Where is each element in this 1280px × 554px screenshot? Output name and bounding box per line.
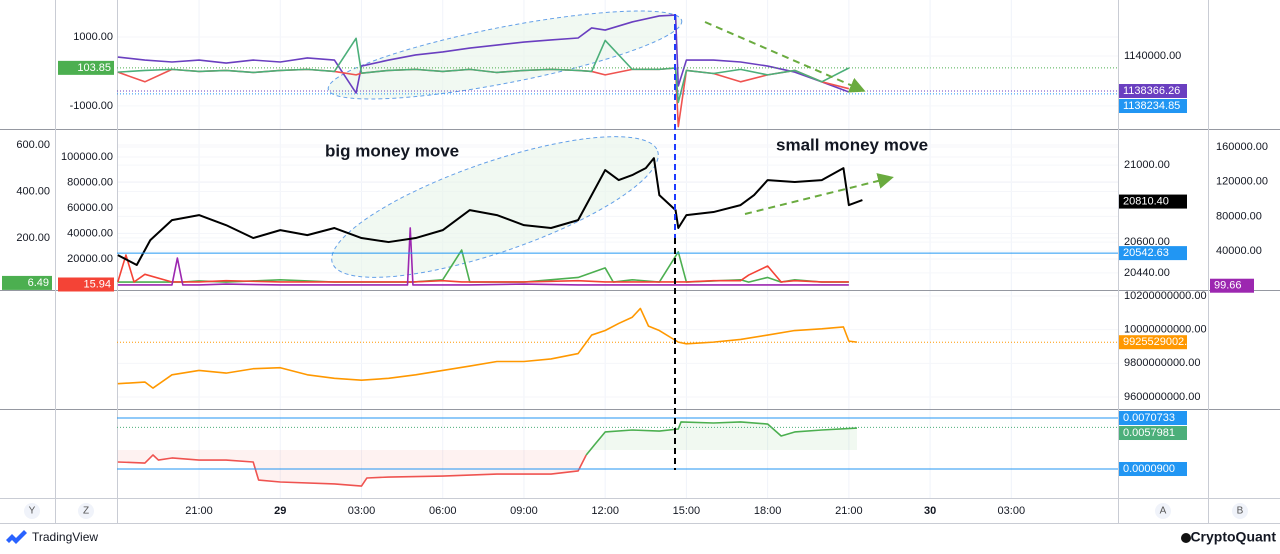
- footer-left: TradingView: [32, 530, 98, 544]
- x-tick-label: 21:00: [835, 505, 863, 517]
- x-tick-label: 15:00: [673, 505, 701, 517]
- y-tick-label: 600.00: [16, 139, 50, 151]
- price-badge-label: 6.49: [28, 277, 49, 289]
- price-badge-label: 1138366.26: [1123, 85, 1180, 97]
- series-line: [117, 157, 863, 266]
- x-tick-label: 09:00: [510, 505, 538, 517]
- trend-arrow: [704, 21, 866, 93]
- y-tick-label: 21000.00: [1124, 159, 1170, 171]
- price-badge-label: 20542.63: [1123, 247, 1169, 259]
- cryptoquant-logo: [1181, 533, 1191, 543]
- y-tick-label: 40000.00: [67, 227, 113, 239]
- series-line: [117, 37, 850, 104]
- price-badge: [1119, 426, 1187, 441]
- scale-button-label: Z: [83, 506, 89, 517]
- price-badge: [1119, 194, 1187, 209]
- footer-right: CryptoQuant: [1190, 529, 1276, 545]
- price-badge: [1119, 84, 1187, 99]
- price-badge-label: 15.94: [83, 278, 111, 290]
- highlight-ellipse: [331, 136, 659, 278]
- price-badge-label: 103.85: [77, 62, 111, 74]
- price-badge-label: 0.0000900: [1123, 463, 1175, 475]
- y-tick-label: 80000.00: [67, 176, 113, 188]
- annotation: small money move: [776, 135, 928, 154]
- y-tick-label: 20600.00: [1124, 236, 1170, 248]
- trend-arrow: [744, 173, 894, 215]
- x-tick-label: 03:00: [998, 505, 1026, 517]
- y-tick-label: -1000.00: [70, 100, 113, 112]
- series-area: [586, 421, 857, 455]
- scale-button[interactable]: [78, 503, 94, 519]
- y-tick-label: 10200000000.00: [1124, 290, 1207, 302]
- price-badge: [1119, 335, 1187, 350]
- x-tick-label: 29: [274, 505, 286, 517]
- price-badge: [58, 60, 114, 75]
- x-tick-label: 12:00: [591, 505, 619, 517]
- y-tick-label: 120000.00: [1216, 176, 1268, 188]
- y-tick-label: 20440.00: [1124, 267, 1170, 279]
- overlay: 103.85 1138366.26 1138234.85 6.49 15.94 20810…: [2, 60, 1254, 477]
- series-area: [117, 450, 587, 487]
- tradingview-logo: [6, 530, 27, 544]
- y-tick-label: 1140000.00: [1124, 50, 1181, 62]
- price-badge: [1119, 462, 1187, 477]
- series-line: [117, 254, 849, 283]
- price-badge: [1210, 278, 1254, 293]
- price-badge: [58, 277, 114, 292]
- series-line: [117, 307, 858, 389]
- y-tick-label: 9800000000.00: [1124, 357, 1200, 369]
- frames: [0, 0, 1280, 524]
- grid: [117, 0, 1118, 498]
- price-badge: [1119, 411, 1187, 426]
- annotation: big money move: [325, 141, 459, 160]
- price-badge: [2, 275, 52, 290]
- y-tick-label: 200.00: [16, 232, 50, 244]
- x-tick-label: 21:00: [185, 505, 213, 517]
- price-badge-label: 0.0057981: [1123, 427, 1175, 439]
- x-tick-label: 18:00: [754, 505, 782, 517]
- x-tick-label: 06:00: [429, 505, 457, 517]
- y-tick-label: 160000.00: [1216, 141, 1268, 153]
- price-badge: [1119, 99, 1187, 114]
- scale-button[interactable]: [1232, 503, 1248, 519]
- series-line: [585, 421, 858, 456]
- price-badge-label: 9925529002.74: [1123, 336, 1199, 348]
- y-tick-label: 40000.00: [1216, 245, 1262, 257]
- price-badge: [1119, 246, 1187, 261]
- y-tick-label: 20000.00: [67, 253, 113, 265]
- series-line: [117, 227, 849, 286]
- x-tick-label: 03:00: [348, 505, 376, 517]
- y-tick-label: 9600000000.00: [1124, 391, 1200, 403]
- highlight-ellipse: [327, 10, 683, 100]
- y-tick-label: 1000.00: [73, 31, 113, 43]
- price-badge-label: 1138234.85: [1123, 100, 1180, 112]
- y-tick-label: 80000.00: [1216, 210, 1262, 222]
- scale-button[interactable]: [24, 503, 40, 519]
- price-badge-label: 99.66: [1214, 280, 1242, 292]
- x-tick-label: 30: [924, 505, 936, 517]
- y-tick-label: 10000000000.00: [1124, 324, 1207, 336]
- scale-button-label: Y: [29, 506, 36, 517]
- plots: [117, 14, 1118, 487]
- y-tick-label: 400.00: [16, 185, 50, 197]
- scale-button[interactable]: [1155, 503, 1171, 519]
- price-badge-label: 0.0070733: [1123, 412, 1175, 424]
- y-tick-label: 100000.00: [61, 151, 113, 163]
- y-tick-label: 60000.00: [67, 202, 113, 214]
- price-badge-label: 20810.40: [1123, 195, 1169, 207]
- series-line: [117, 454, 587, 487]
- scale-button-label: B: [1237, 506, 1244, 517]
- series-line: [117, 14, 850, 94]
- scale-button-label: A: [1160, 506, 1167, 517]
